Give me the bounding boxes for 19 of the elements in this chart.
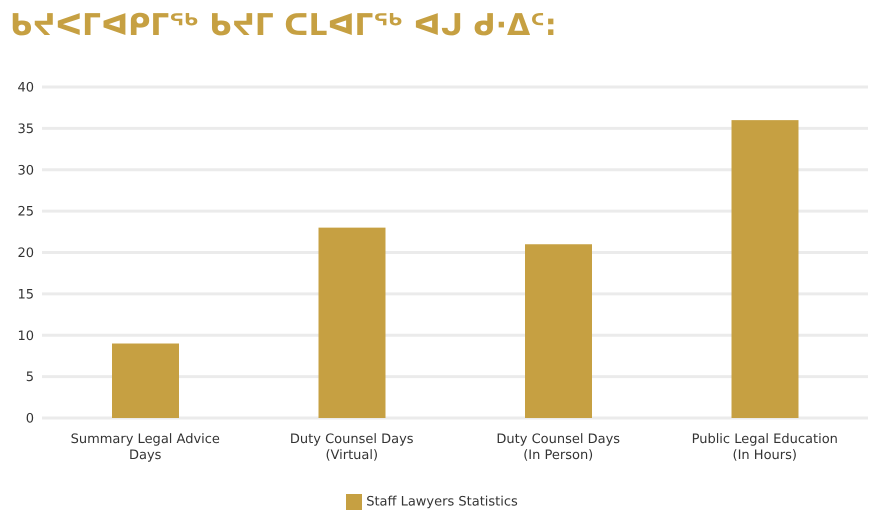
- y-tick-label: 10: [17, 328, 34, 344]
- chart-title: ᑲᔪᐸᒥᐊᑭᒥᖅ ᑲᔪᒥ ᑕᒪᐊᒥᖅ ᐊᒍ ᑯ·ᐃᑦ:: [9, 7, 558, 45]
- legend-label: Staff Lawyers Statistics: [366, 494, 518, 510]
- bar: [525, 244, 592, 418]
- bar: [112, 344, 179, 418]
- y-tick-label: 15: [17, 287, 34, 302]
- y-tick-label: 5: [26, 370, 34, 386]
- y-tick-label: 30: [17, 163, 34, 178]
- x-tick-label: Summary Legal Advice Days: [70, 432, 220, 463]
- y-tick-label: 0: [26, 412, 34, 427]
- y-tick-label: 20: [17, 246, 34, 262]
- y-tick-label: 25: [17, 204, 34, 220]
- x-tick-label: Public Legal Education (In Hours): [692, 432, 838, 463]
- bar: [318, 228, 386, 418]
- x-tick-label: Duty Counsel Days (Virtual): [290, 432, 414, 463]
- y-tick-label: 35: [17, 122, 34, 137]
- y-tick-label: 40: [17, 80, 34, 96]
- x-tick-label: Duty Counsel Days (In Person): [496, 432, 620, 463]
- bar: [732, 120, 798, 418]
